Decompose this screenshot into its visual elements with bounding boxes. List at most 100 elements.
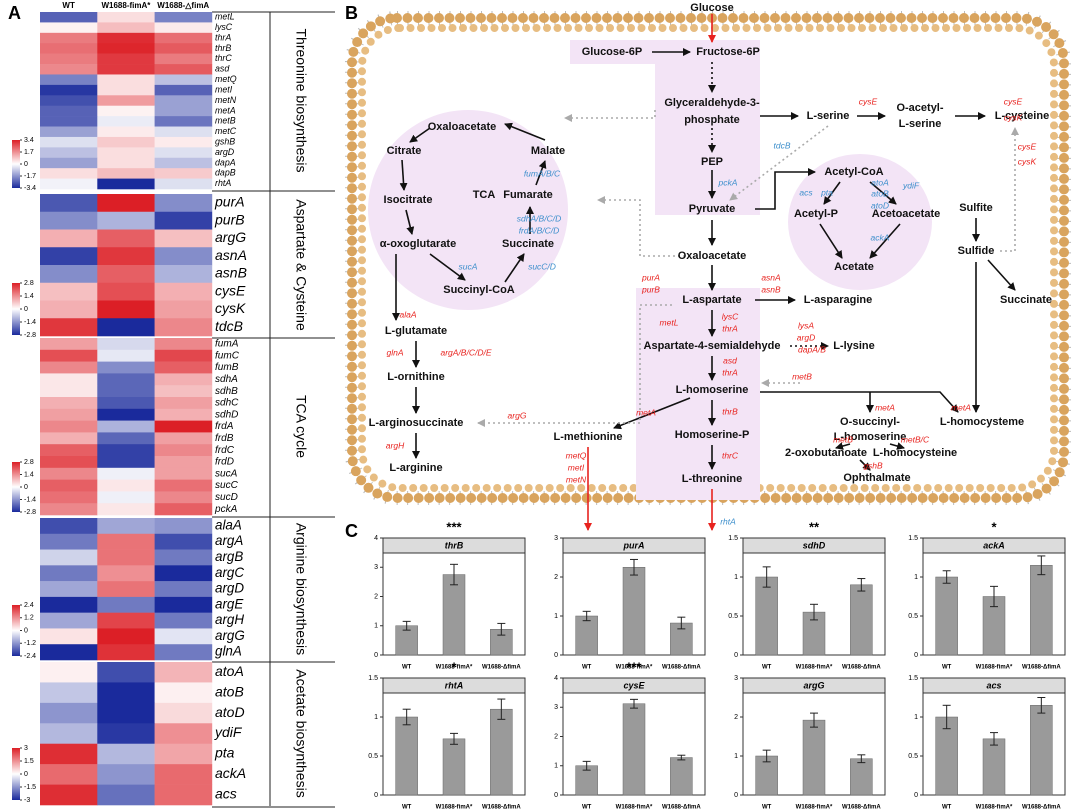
x-tick-label: WT bbox=[942, 665, 952, 671]
metabolite: Acetyl-P bbox=[794, 208, 838, 220]
x-tick-label: W1688-ΔfimA bbox=[662, 665, 701, 671]
bar-title: purA bbox=[623, 540, 645, 550]
row-label: metN bbox=[215, 95, 237, 105]
heatmap-cell bbox=[40, 596, 98, 613]
enzyme-label: dapA/B bbox=[798, 344, 826, 354]
heatmap-cell bbox=[154, 565, 213, 582]
x-tick-label: WT bbox=[582, 805, 592, 809]
enzyme-label: tdcB bbox=[773, 140, 790, 150]
heatmap-cell bbox=[97, 764, 155, 785]
enzyme-label: metI bbox=[568, 462, 585, 472]
heatmap-cell bbox=[154, 518, 213, 535]
y-tick-label: 1 bbox=[914, 714, 918, 721]
x-tick-label: W1688-ΔfimA bbox=[842, 665, 881, 671]
heatmap-cell bbox=[154, 247, 213, 266]
heatmap-cell bbox=[97, 211, 155, 230]
heatmap-cell bbox=[97, 32, 155, 44]
row-label: atoB bbox=[215, 683, 244, 699]
heatmap-cell bbox=[40, 397, 98, 410]
heatmap-cell bbox=[40, 612, 98, 629]
enzyme-label: rhtA bbox=[720, 516, 736, 526]
heatmap-cell bbox=[154, 533, 213, 550]
heatmap-cell bbox=[154, 194, 213, 213]
y-tick-label: 1 bbox=[554, 613, 558, 620]
heatmap-cell bbox=[97, 178, 155, 190]
enzyme-label: fumA/B/C bbox=[524, 168, 561, 178]
metabolite: Glucose-6P bbox=[582, 46, 643, 58]
heatmap-cell bbox=[97, 503, 155, 516]
y-tick-label: 0 bbox=[374, 792, 378, 799]
column-header: W1688-△fimA bbox=[157, 1, 209, 10]
heatmap-cell bbox=[154, 168, 213, 179]
heatmap-cell bbox=[40, 247, 98, 266]
significance: ** bbox=[809, 519, 820, 534]
significance: *** bbox=[626, 659, 642, 674]
metabolite: Fumarate bbox=[503, 189, 553, 201]
colorbar-tick-label: 3.4 bbox=[24, 137, 34, 144]
y-tick-label: 1.5 bbox=[908, 675, 918, 682]
arrow bbox=[504, 253, 525, 283]
heatmap-cell bbox=[40, 764, 98, 785]
heatmap-cell bbox=[97, 444, 155, 457]
colorbar-tick-label: 0 bbox=[24, 627, 28, 634]
heatmap-cell bbox=[154, 549, 213, 566]
heatmap-cell bbox=[154, 479, 213, 492]
arrow bbox=[755, 168, 816, 210]
panel-label: B bbox=[345, 3, 358, 23]
arrow bbox=[729, 125, 829, 201]
heatmap-cell bbox=[154, 147, 213, 159]
heatmap-cell bbox=[97, 22, 155, 34]
heatmap-cell bbox=[154, 84, 213, 96]
enzyme-label: metB bbox=[833, 434, 853, 444]
heatmap-cell bbox=[154, 116, 213, 127]
heatmap-cell bbox=[40, 265, 98, 284]
row-label: atoD bbox=[215, 704, 245, 720]
colorbar-tick-label: -2.4 bbox=[24, 653, 36, 660]
heatmap-cell bbox=[40, 229, 98, 248]
x-tick-label: WT bbox=[402, 665, 412, 671]
heatmap-cell bbox=[40, 361, 98, 374]
y-tick-label: 3 bbox=[374, 564, 378, 571]
metabolite: L-cysteine bbox=[995, 110, 1049, 122]
x-tick-label: WT bbox=[762, 665, 772, 671]
heatmap-cell bbox=[97, 282, 155, 301]
heatmap-cell bbox=[40, 644, 98, 661]
row-label: metC bbox=[215, 126, 237, 136]
heatmap-cell bbox=[40, 32, 98, 44]
heatmap-cell bbox=[97, 168, 155, 179]
heatmap-cell bbox=[154, 408, 213, 421]
heatmap-cell bbox=[97, 565, 155, 582]
colorbar-tick-label: -1.4 bbox=[24, 496, 36, 503]
heatmap-cell bbox=[40, 373, 98, 386]
metabolite: Succinate bbox=[1000, 294, 1052, 306]
heatmap-cell bbox=[154, 682, 213, 704]
y-tick-label: 1 bbox=[374, 714, 378, 721]
x-tick-label: WT bbox=[402, 805, 412, 809]
heatmap-cell bbox=[40, 444, 98, 457]
colorbar-tick-label: 1.2 bbox=[24, 615, 34, 622]
y-tick-label: 1 bbox=[734, 753, 738, 760]
heatmap-cell bbox=[40, 491, 98, 504]
heatmap-cell bbox=[97, 456, 155, 469]
metabolite: Glucose bbox=[690, 2, 733, 14]
heatmap-cell bbox=[97, 702, 155, 724]
heatmap-cell bbox=[40, 147, 98, 159]
colorbar-tick-label: 2.4 bbox=[24, 602, 34, 609]
bar bbox=[442, 574, 466, 656]
metabolite: L-homocysteme bbox=[940, 416, 1024, 428]
y-tick-label: 2 bbox=[734, 714, 738, 721]
heatmap-cell bbox=[154, 784, 213, 806]
enzyme-label: argH bbox=[386, 440, 405, 450]
heatmap-cell bbox=[154, 136, 213, 148]
row-label: frdC bbox=[215, 445, 235, 456]
x-tick-label: W1688-ΔfimA bbox=[1022, 665, 1061, 671]
arrow bbox=[613, 397, 691, 430]
row-label: argB bbox=[215, 549, 243, 564]
colorbar bbox=[12, 462, 20, 512]
heatmap-cell bbox=[40, 318, 98, 337]
metabolite: α-oxoglutarate bbox=[380, 238, 456, 250]
heatmap-cell bbox=[154, 12, 213, 23]
row-label: purB bbox=[214, 211, 245, 227]
heatmap-cell bbox=[97, 338, 155, 351]
